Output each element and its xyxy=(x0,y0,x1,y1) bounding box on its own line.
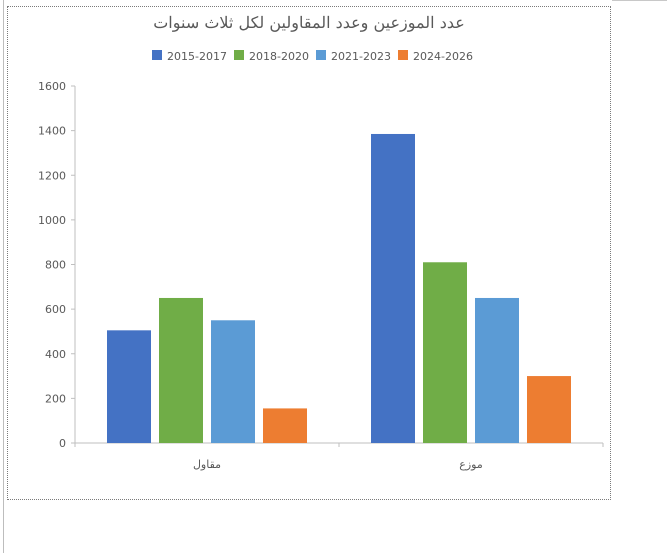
sheet-gridline-top xyxy=(612,0,667,1)
legend-swatch-2018-2020 xyxy=(234,50,244,60)
legend-label-2018-2020: 2018-2020 xyxy=(249,50,309,63)
legend-swatch-2024-2026 xyxy=(398,50,408,60)
y-tick-label: 400 xyxy=(45,348,66,361)
bar-2024-2026-2 xyxy=(527,376,571,443)
y-tick-label: 1600 xyxy=(38,80,66,93)
axes: 0 200 400 600 800 1000 1200 1400 1600 مقاول موزع xyxy=(38,80,604,471)
category-label: موزع xyxy=(459,458,483,471)
legend: 2015-2017 2018-2020 2021-2023 2024-2026 xyxy=(152,50,473,63)
legend-label-2024-2026: 2024-2026 xyxy=(413,50,473,63)
sheet-gridline-left xyxy=(3,0,4,553)
y-tick-label: 200 xyxy=(45,392,66,405)
legend-label-2015-2017: 2015-2017 xyxy=(167,50,227,63)
y-tick-label: 1400 xyxy=(38,125,66,138)
bar-2021-2023-2 xyxy=(475,297,519,443)
y-tick-label: 1200 xyxy=(38,169,66,182)
category-label: مقاول xyxy=(193,458,221,471)
bar-2024-2026-1 xyxy=(263,408,307,443)
bar-2015-2017-1 xyxy=(107,330,151,443)
legend-swatch-2015-2017 xyxy=(152,50,162,60)
y-tick-label: 0 xyxy=(59,437,66,450)
y-tick-label: 1000 xyxy=(38,214,66,227)
bar-2021-2023-1 xyxy=(211,320,255,443)
legend-label-2021-2023: 2021-2023 xyxy=(331,50,391,63)
legend-swatch-2021-2023 xyxy=(316,50,326,60)
chart-title: عدد الموزعين وعدد المقاولين لكل ثلاث سنو… xyxy=(153,13,465,32)
y-tick-label: 800 xyxy=(45,259,66,272)
bars xyxy=(107,133,571,444)
bar-2018-2020-2 xyxy=(423,262,467,443)
bar-2015-2017-2 xyxy=(371,133,415,444)
bar-2018-2020-1 xyxy=(159,297,203,443)
y-tick-label: 600 xyxy=(45,303,66,316)
